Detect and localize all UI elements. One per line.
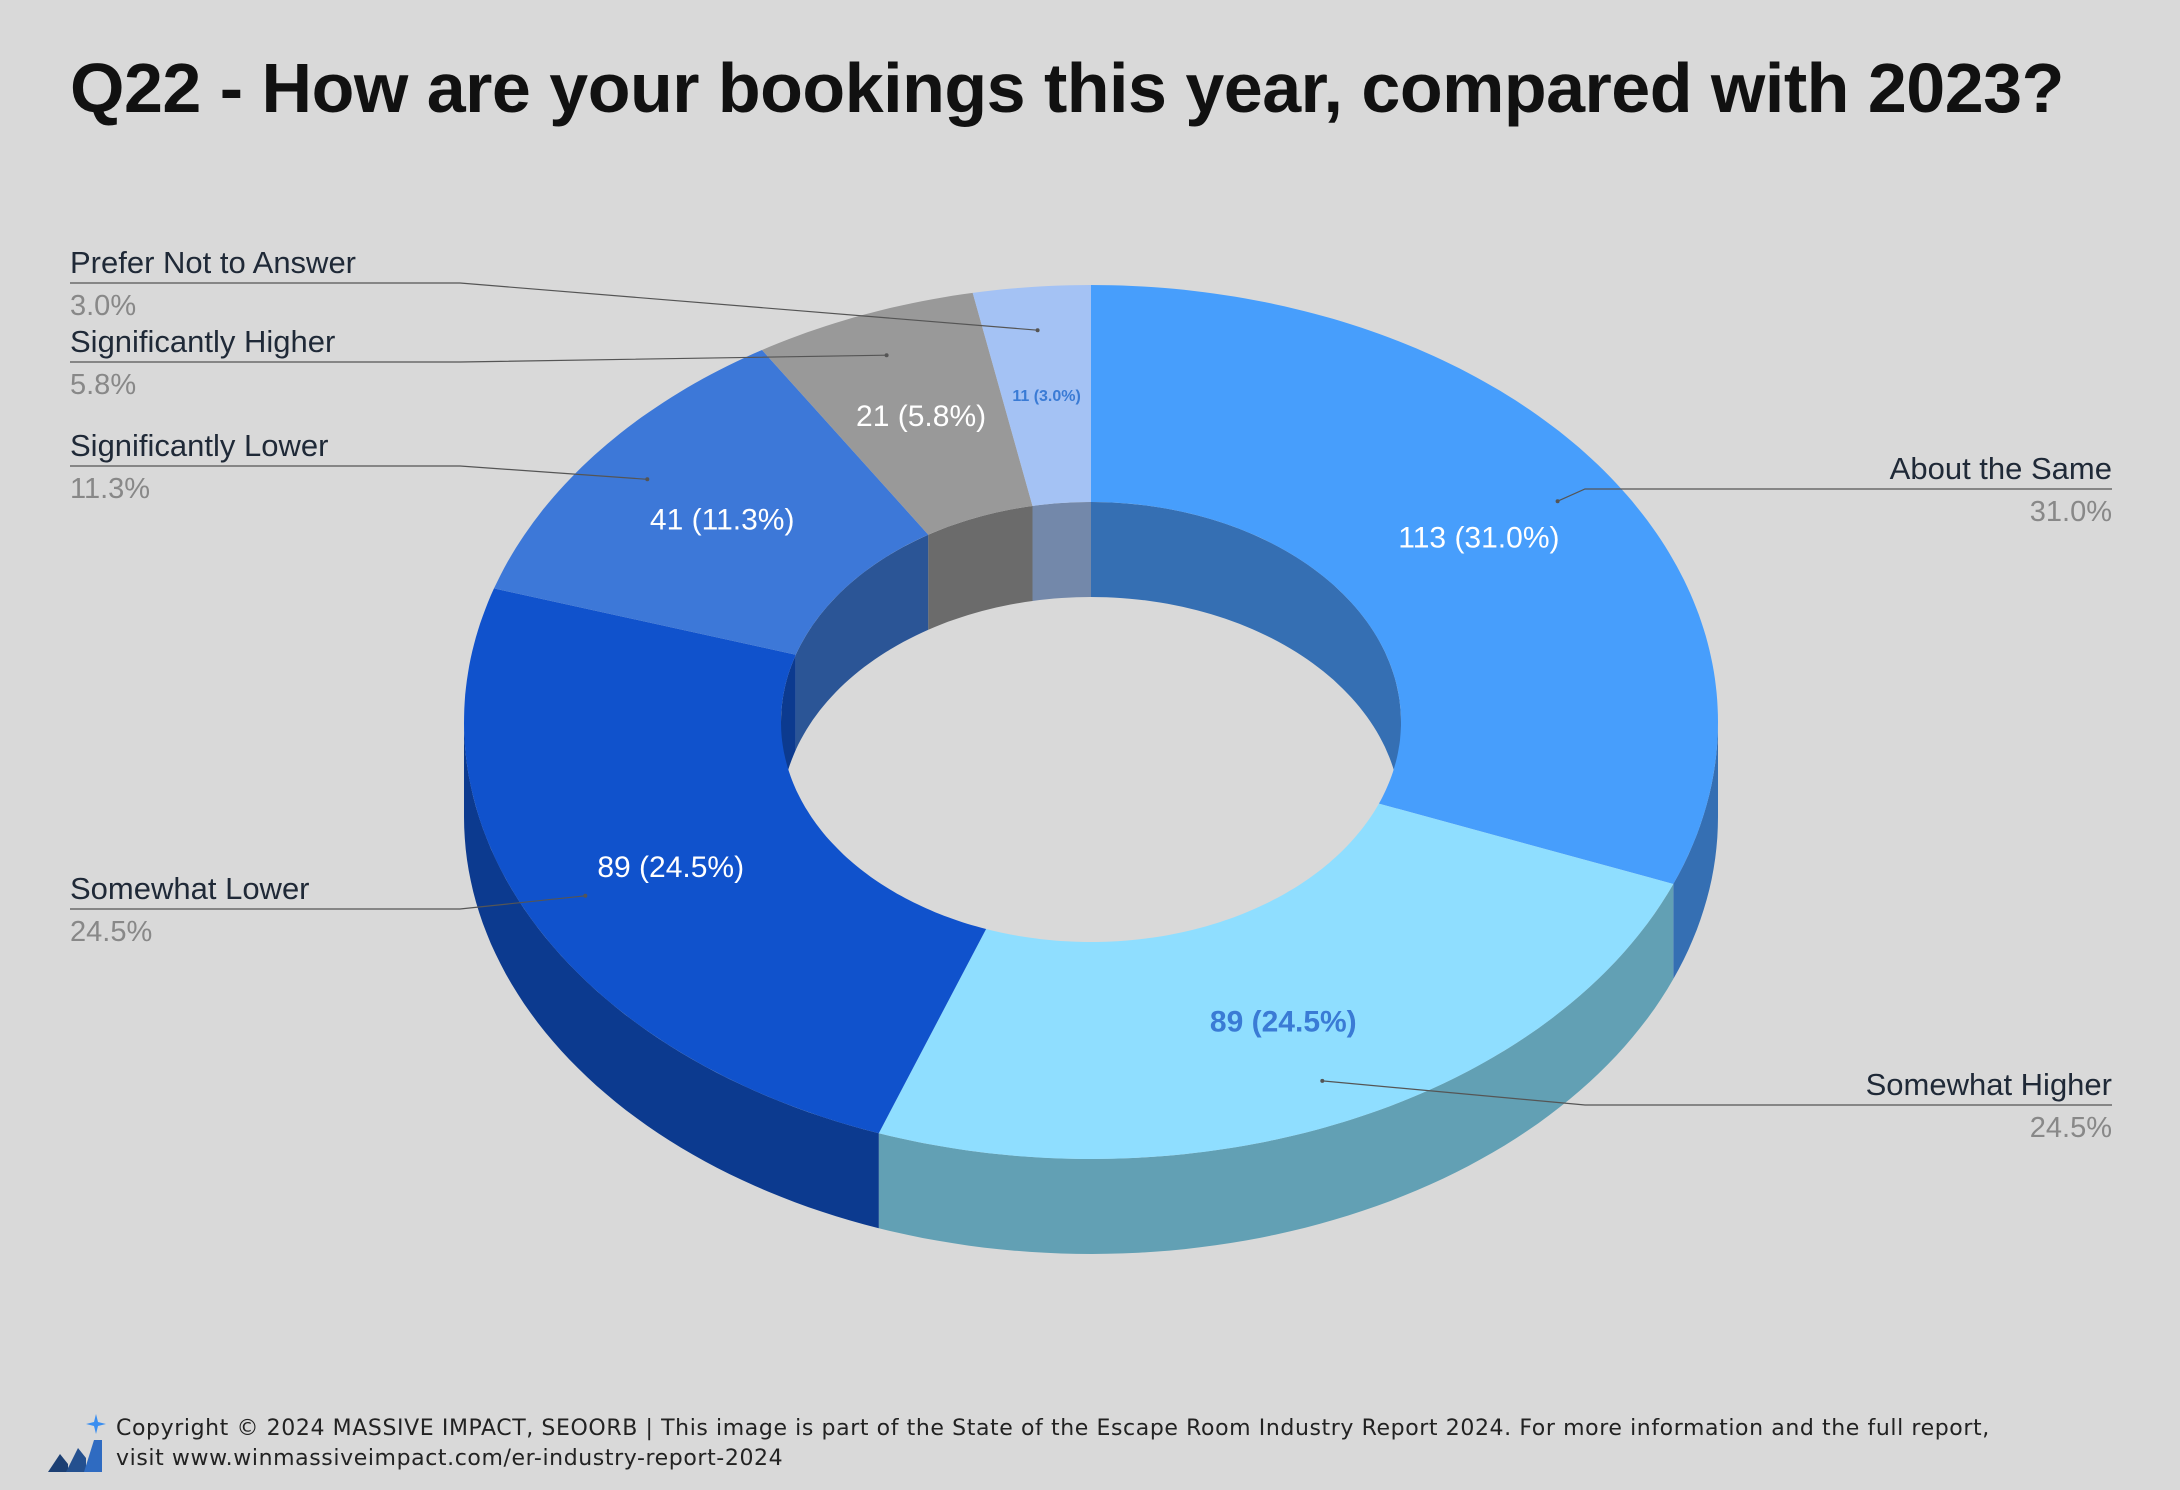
footer-line-1: Copyright © 2024 MASSIVE IMPACT, SEOORB … bbox=[116, 1416, 1990, 1441]
outer-wall-somewhat-higher bbox=[878, 884, 1674, 1254]
leader-dot-significantly-higher bbox=[884, 353, 889, 358]
legend-label-somewhat-higher: Somewhat Higher bbox=[1866, 1067, 2112, 1102]
leader-dot-significantly-lower bbox=[645, 477, 650, 482]
outer-wall-about-the-same bbox=[1673, 722, 1718, 979]
inner-wall-significantly-lower-1 bbox=[795, 534, 929, 750]
footer: Copyright © 2024 MASSIVE IMPACT, SEOORB … bbox=[46, 1408, 2146, 1478]
slice-prefer-not-to-answer bbox=[972, 285, 1091, 506]
legend-callouts: Prefer Not to Answer 3.0%Significantly Hi… bbox=[70, 245, 2112, 1144]
legend-label-significantly-higher: Significantly Higher bbox=[70, 324, 335, 359]
slice-about-the-same bbox=[1091, 285, 1718, 884]
legend-label-significantly-lower: Significantly Lower bbox=[70, 428, 328, 463]
callout-prefer-not-to-answer: Prefer Not to Answer 3.0% bbox=[70, 245, 1040, 333]
data-label-significantly-higher: 21 (5.8%) bbox=[856, 400, 986, 433]
leader-dot-prefer-not-to-answer bbox=[1035, 328, 1040, 333]
slice-significantly-higher bbox=[762, 292, 1033, 535]
leader-dot-somewhat-higher bbox=[1320, 1078, 1325, 1083]
footer-copyright: Copyright © 2024 MASSIVE IMPACT, SEOORB … bbox=[116, 1414, 2176, 1474]
callout-significantly-higher: Significantly Higher 5.8% bbox=[70, 324, 889, 401]
slice-significantly-lower bbox=[494, 350, 929, 655]
legend-percent-about-the-same: 31.0% bbox=[2030, 496, 2112, 528]
data-label-prefer-not-to-answer: 11 (3.0%) bbox=[1012, 388, 1080, 405]
data-label-somewhat-lower: 89 (24.5%) bbox=[597, 851, 744, 884]
leader-line-significantly-higher bbox=[70, 354, 887, 363]
leader-line-prefer-not-to-answer bbox=[70, 282, 1038, 331]
slice-somewhat-lower bbox=[464, 588, 987, 1134]
callout-somewhat-lower: Somewhat Lower 24.5% bbox=[70, 871, 588, 948]
slice-somewhat-higher bbox=[878, 803, 1674, 1159]
footer-line-2: visit www.winmassiveimpact.com/er-indust… bbox=[116, 1446, 784, 1471]
leader-line-somewhat-higher bbox=[1322, 1080, 2112, 1106]
legend-percent-prefer-not-to-answer: 3.0% bbox=[70, 290, 136, 322]
legend-percent-somewhat-lower: 24.5% bbox=[70, 916, 152, 948]
legend-label-about-the-same: About the Same bbox=[1890, 451, 2112, 486]
leader-dot-about-the-same bbox=[1555, 499, 1560, 504]
legend-label-somewhat-lower: Somewhat Lower bbox=[70, 871, 310, 906]
legend-percent-significantly-higher: 5.8% bbox=[70, 369, 136, 401]
outer-wall-somewhat-lower bbox=[464, 722, 879, 1229]
inner-wall-prefer-not-to-answer-1 bbox=[1032, 502, 1091, 601]
legend-percent-somewhat-higher: 24.5% bbox=[2030, 1112, 2112, 1144]
leader-dot-somewhat-lower bbox=[583, 893, 588, 898]
data-labels: 113 (31.0%) 89 (24.5%) 89 (24.5%) 41 (11.3%… bbox=[597, 388, 1559, 1039]
data-label-significantly-lower: 41 (11.3%) bbox=[650, 503, 795, 536]
legend-label-prefer-not-to-answer: Prefer Not to Answer bbox=[70, 245, 356, 280]
callout-significantly-lower: Significantly Lower 11.3% bbox=[70, 428, 650, 505]
inner-wall-about-the-same-0 bbox=[1091, 502, 1401, 817]
inner-wall-significantly-higher-1 bbox=[928, 506, 1033, 630]
legend-percent-significantly-lower: 11.3% bbox=[70, 473, 150, 505]
chart-title: Q22 - How are your bookings this year, c… bbox=[70, 49, 2064, 127]
callout-about-the-same: About the Same 31.0% bbox=[1555, 451, 2112, 528]
donut-slices bbox=[464, 285, 1718, 1159]
leader-line-about-the-same bbox=[1557, 488, 2112, 502]
leader-line-significantly-lower bbox=[70, 465, 648, 480]
leader-line-somewhat-lower bbox=[70, 895, 586, 910]
callout-somewhat-higher: Somewhat Higher 24.5% bbox=[1320, 1067, 2112, 1144]
data-label-about-the-same: 113 (31.0%) bbox=[1398, 522, 1559, 555]
massive-impact-logo-icon bbox=[48, 1414, 106, 1472]
donut-sides bbox=[464, 502, 1718, 1254]
data-label-somewhat-higher: 89 (24.5%) bbox=[1210, 1006, 1357, 1039]
